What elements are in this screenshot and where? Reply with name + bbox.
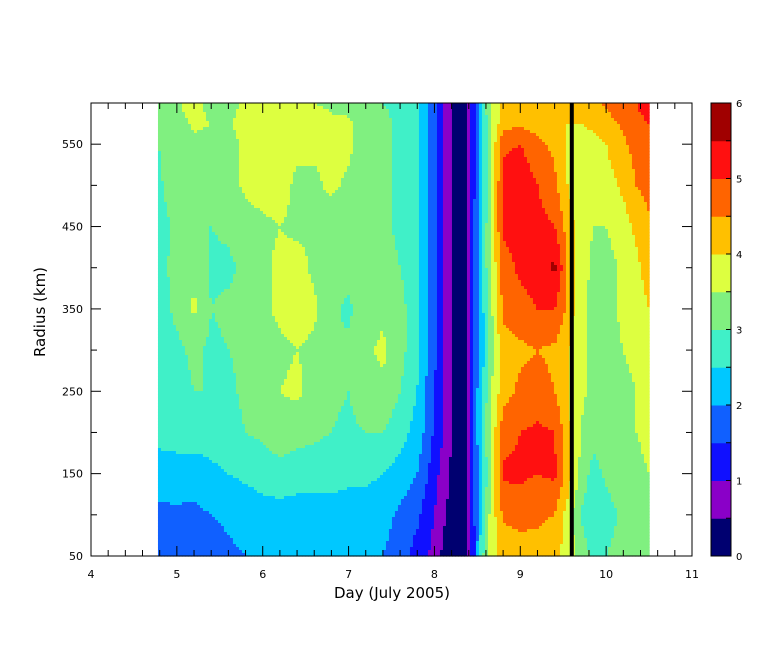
contour-field — [158, 103, 650, 557]
